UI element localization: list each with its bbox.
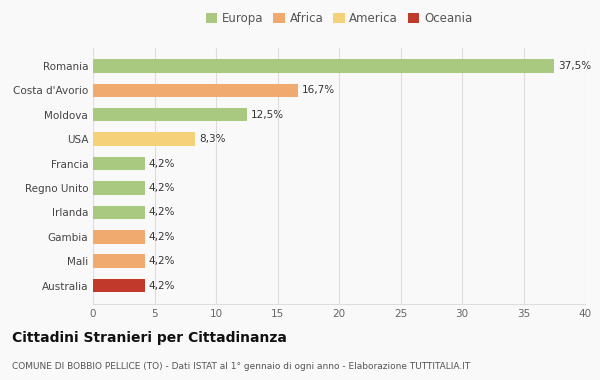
Bar xyxy=(93,59,554,73)
Text: 4,2%: 4,2% xyxy=(148,280,175,291)
Text: 4,2%: 4,2% xyxy=(148,256,175,266)
Text: 4,2%: 4,2% xyxy=(148,232,175,242)
Bar xyxy=(93,206,145,219)
Bar xyxy=(93,132,195,146)
Bar xyxy=(93,230,145,244)
Bar xyxy=(93,181,145,195)
Text: 4,2%: 4,2% xyxy=(148,207,175,217)
Text: 8,3%: 8,3% xyxy=(199,134,225,144)
Bar xyxy=(93,279,145,292)
Bar xyxy=(93,255,145,268)
Text: 12,5%: 12,5% xyxy=(250,110,284,120)
Text: 4,2%: 4,2% xyxy=(148,158,175,169)
Legend: Europa, Africa, America, Oceania: Europa, Africa, America, Oceania xyxy=(201,7,477,30)
Bar xyxy=(93,108,247,122)
Bar xyxy=(93,84,298,97)
Text: 16,7%: 16,7% xyxy=(302,85,335,95)
Text: 4,2%: 4,2% xyxy=(148,183,175,193)
Text: COMUNE DI BOBBIO PELLICE (TO) - Dati ISTAT al 1° gennaio di ogni anno - Elaboraz: COMUNE DI BOBBIO PELLICE (TO) - Dati IST… xyxy=(12,362,470,370)
Text: Cittadini Stranieri per Cittadinanza: Cittadini Stranieri per Cittadinanza xyxy=(12,331,287,345)
Bar xyxy=(93,157,145,170)
Text: 37,5%: 37,5% xyxy=(558,61,591,71)
